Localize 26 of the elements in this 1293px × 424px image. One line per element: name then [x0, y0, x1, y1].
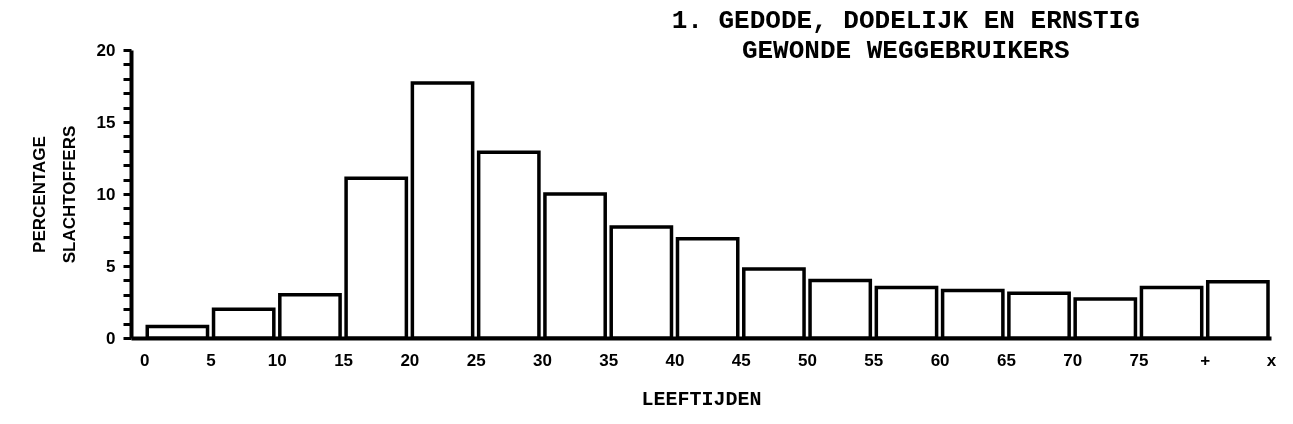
y-axis-title: PERCENTAGE SLACHTOFFERS — [29, 125, 79, 264]
chart-title: 1. GEDODE, DODELIJK EN ERNSTIG GEWONDE WEGGEBRUIKERS — [671, 6, 1140, 66]
y-tick-label: 15 — [96, 112, 116, 132]
x-tick-label: 40 — [665, 350, 685, 370]
x-axis-title: LEEFTIJDEN — [641, 387, 762, 411]
x-tick-label: 5 — [206, 350, 216, 370]
x-tick-label: x — [1266, 350, 1277, 370]
x-tick-label: 30 — [532, 350, 552, 370]
x-tick-label: 45 — [731, 350, 751, 370]
x-tick-label: 10 — [267, 350, 287, 370]
x-tick-label: 0 — [140, 350, 150, 370]
x-tick-label: 35 — [599, 350, 619, 370]
x-tick-label: 70 — [1063, 350, 1083, 370]
x-tick-label: 65 — [996, 350, 1016, 370]
x-tick-label: 55 — [864, 350, 884, 370]
y-tick-label: 10 — [96, 184, 116, 204]
y-tick-label: 5 — [106, 256, 116, 276]
x-tick-label: 60 — [930, 350, 950, 370]
x-tick-label: 25 — [466, 350, 486, 370]
x-tick-label: 75 — [1129, 350, 1149, 370]
x-tick-label: 15 — [334, 350, 354, 370]
y-tick-label: 20 — [96, 40, 116, 60]
x-tick-label: 50 — [798, 350, 818, 370]
y-tick-label: 0 — [106, 328, 116, 348]
x-tick-label: 20 — [400, 350, 420, 370]
x-tick-label: + — [1200, 350, 1211, 370]
